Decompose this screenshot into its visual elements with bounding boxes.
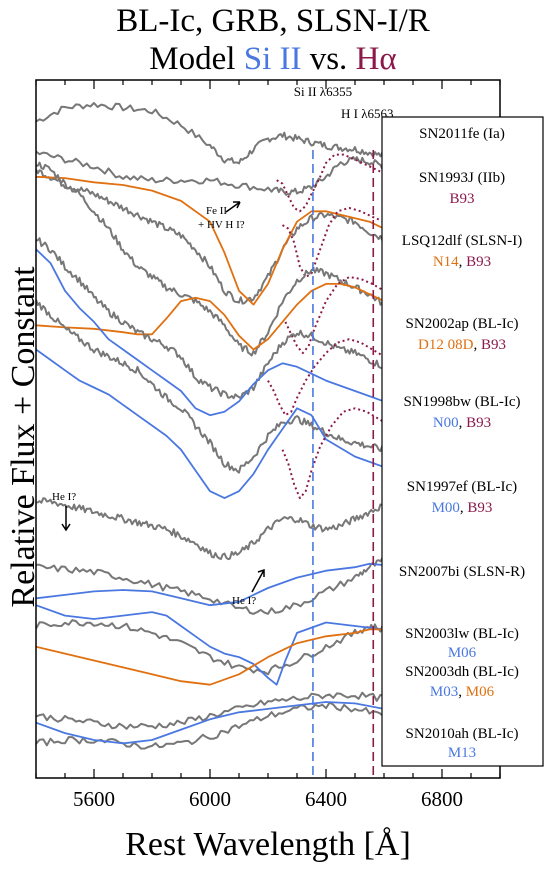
legend-ref: D12 08D bbox=[418, 337, 474, 353]
legend-entry-name: SN2002ap (BL-Ic) bbox=[406, 316, 519, 332]
legend-box bbox=[381, 116, 544, 767]
legend-entry-refs: M13 bbox=[448, 745, 476, 761]
legend-ref: B93 bbox=[481, 337, 506, 353]
series-line-si-13 bbox=[36, 348, 500, 499]
title-mid: vs. bbox=[301, 41, 356, 77]
annotation-he-i-right: He I? bbox=[232, 595, 256, 607]
legend-ref: M00 bbox=[432, 500, 460, 516]
legend-ref: B93 bbox=[467, 500, 492, 516]
x-axis-label: Rest Wavelength [Å] bbox=[125, 826, 411, 863]
legend-entry-name: SN1993J (IIb) bbox=[419, 170, 505, 186]
legend-ref: B93 bbox=[466, 415, 491, 431]
annotation-hv-h: + HV H I? bbox=[198, 219, 245, 231]
legend-ref: M06 bbox=[466, 684, 495, 700]
x-tick-label: 6800 bbox=[421, 787, 463, 811]
legend-ref: N14 bbox=[433, 254, 459, 270]
legend-ref: N00 bbox=[433, 415, 459, 431]
legend-ref: , bbox=[460, 500, 468, 516]
legend-entry-name: SN1997ef (BL-Ic) bbox=[407, 479, 517, 495]
legend-ref: , bbox=[473, 337, 481, 353]
chart-title-line2: Model Si II vs. Hα bbox=[0, 40, 546, 78]
legend-entry-refs: M00, B93 bbox=[432, 500, 493, 516]
legend-entry-name: LSQ12dlf (SLSN-I) bbox=[402, 233, 522, 249]
title-si-ii: Si II bbox=[243, 41, 302, 77]
legend-entry-refs: M06 bbox=[448, 645, 477, 661]
legend-entry-refs: N00, B93 bbox=[433, 415, 491, 431]
series-line-spectrum-12 bbox=[36, 299, 500, 480]
legend-ref: M03 bbox=[430, 684, 458, 700]
annotation-fe-ii: Fe II bbox=[206, 205, 227, 217]
legend-entry-refs: M03, M06 bbox=[430, 684, 495, 700]
y-axis-label: Relative Flux + Constant bbox=[5, 266, 42, 608]
title-prefix: Model bbox=[149, 41, 244, 77]
arrow-icon bbox=[61, 506, 71, 532]
annotations: Fe II + HV H I? He I? He I? bbox=[52, 201, 265, 607]
legend-ref: M13 bbox=[448, 745, 476, 761]
arrow-icon bbox=[251, 568, 265, 593]
legend-ref: , bbox=[459, 254, 467, 270]
x-tick-label: 6000 bbox=[189, 787, 231, 811]
annotation-he-i-left: He I? bbox=[52, 491, 76, 503]
legend-entry-name: SN2003dh (BL-Ic) bbox=[405, 664, 519, 680]
legend-entry-refs: N14, B93 bbox=[433, 254, 491, 270]
legend-ref: , bbox=[459, 415, 467, 431]
series-line-orange-4 bbox=[36, 175, 472, 306]
arrow-icon bbox=[225, 201, 241, 213]
x-tick-label: 6400 bbox=[305, 787, 347, 811]
legend-entry-name: SN2010ah (BL-Ic) bbox=[406, 726, 519, 742]
ref-line-label-1: H I λ6563 bbox=[341, 106, 394, 121]
title-h-alpha: Hα bbox=[355, 41, 397, 77]
legend-ref: B93 bbox=[449, 191, 474, 207]
legend-ref: , bbox=[458, 684, 466, 700]
series-line-ha-14 bbox=[281, 407, 443, 500]
legend-entry-name: SN2011fe (Ia) bbox=[419, 126, 505, 142]
ref-line-label-0: Si II λ6355 bbox=[294, 84, 352, 99]
legend-entry-name: SN2007bi (SLSN-R) bbox=[399, 564, 525, 580]
legend-ref: M06 bbox=[448, 645, 477, 661]
chart-title-line1: BL-Ic, GRB, SLSN-I/R bbox=[116, 3, 430, 39]
x-tick-label: 5600 bbox=[73, 787, 115, 811]
legend-entry-name: SN2003lw (BL-Ic) bbox=[405, 626, 519, 642]
legend: SN2011fe (Ia) SN1993J (IIb) B93 LSQ12dlf (S… bbox=[381, 116, 544, 767]
legend-ref: B93 bbox=[466, 254, 491, 270]
legend-entry-refs: D12 08D, B93 bbox=[418, 337, 506, 353]
legend-entry-name: SN1998bw (BL-Ic) bbox=[403, 394, 520, 410]
reference-lines: Si II λ6355 H I λ6563 bbox=[294, 84, 394, 778]
series-line-orange-7 bbox=[36, 283, 443, 351]
series-line-si-10 bbox=[36, 248, 500, 451]
legend-entry-refs: B93 bbox=[449, 191, 474, 207]
x-axis-ticks: 5600 6000 6400 6800 bbox=[35, 80, 501, 811]
